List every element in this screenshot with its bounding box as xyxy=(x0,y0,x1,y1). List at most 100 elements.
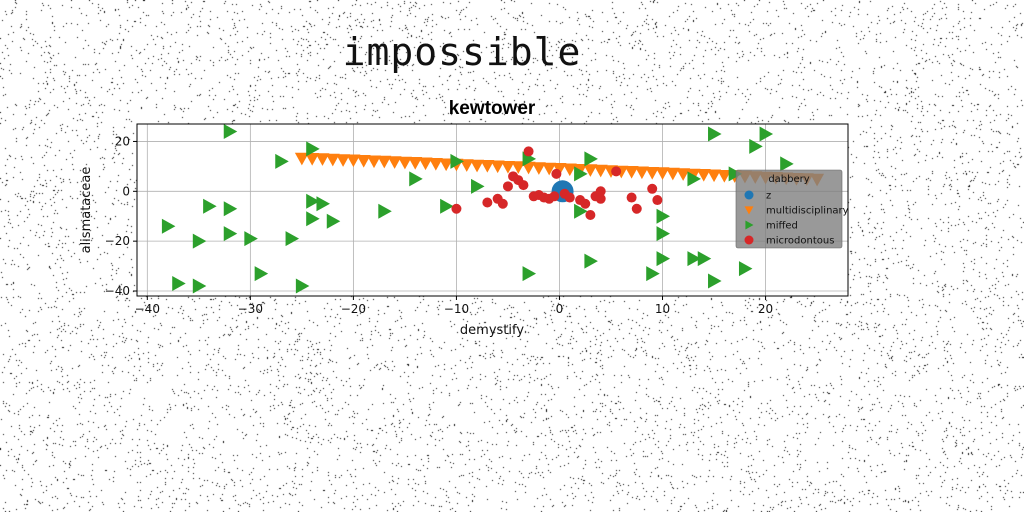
point-microdontous xyxy=(549,191,560,202)
point-multidisciplinary xyxy=(634,166,649,180)
point-multidisciplinary xyxy=(377,155,392,169)
point-multidisciplinary xyxy=(346,154,361,168)
point-miffed xyxy=(409,171,423,187)
point-miffed xyxy=(697,251,712,267)
point-multidisciplinary xyxy=(542,162,557,176)
y-tick-label: 0 xyxy=(122,184,130,198)
point-miffed xyxy=(584,253,598,269)
point-multidisciplinary xyxy=(480,160,495,173)
point-multidisciplinary xyxy=(583,164,598,177)
point-miffed xyxy=(522,266,537,282)
legend-label: z xyxy=(766,191,771,202)
point-miffed xyxy=(738,261,753,277)
point-multidisciplinary xyxy=(470,159,485,173)
point-microdontous xyxy=(595,193,606,204)
point-miffed xyxy=(708,273,722,289)
x-tick-label: −30 xyxy=(238,302,263,316)
y-tick-label: −40 xyxy=(105,284,130,298)
point-miffed xyxy=(574,166,588,182)
point-microdontous xyxy=(523,146,534,157)
chart-title: kewtower xyxy=(449,98,536,119)
point-microdontous xyxy=(497,198,508,209)
point-miffed xyxy=(223,201,238,217)
point-microdontous xyxy=(451,203,462,214)
point-multidisciplinary xyxy=(439,158,454,172)
point-multidisciplinary xyxy=(305,153,320,166)
legend-title: dabbery xyxy=(768,174,809,185)
point-multidisciplinary xyxy=(387,156,402,169)
point-miffed xyxy=(203,198,217,214)
point-miffed xyxy=(749,138,763,154)
point-miffed xyxy=(161,218,176,234)
point-multidisciplinary xyxy=(552,163,567,176)
legend-marker-miffed xyxy=(745,220,754,230)
point-miffed xyxy=(172,276,186,292)
x-tick-label: 20 xyxy=(758,302,773,316)
point-multidisciplinary xyxy=(500,161,515,174)
point-multidisciplinary xyxy=(418,157,433,171)
point-multidisciplinary xyxy=(717,170,732,183)
point-multidisciplinary xyxy=(336,154,351,167)
y-tick-label: −20 xyxy=(105,234,130,248)
point-miffed xyxy=(450,153,464,169)
point-miffed xyxy=(728,166,743,182)
point-multidisciplinary xyxy=(645,167,660,180)
point-microdontous xyxy=(631,203,642,214)
point-multidisciplinary xyxy=(294,152,309,166)
point-miffed xyxy=(192,278,207,294)
point-miffed xyxy=(244,231,258,247)
legend-label: multidisciplinary xyxy=(766,206,849,217)
point-miffed xyxy=(687,171,701,187)
point-miffed xyxy=(316,196,330,212)
point-microdontous xyxy=(518,180,529,191)
x-tick-label: −20 xyxy=(341,302,366,316)
point-microdontous xyxy=(611,166,622,177)
point-miffed xyxy=(306,211,320,227)
point-multidisciplinary xyxy=(593,164,608,178)
point-miffed xyxy=(759,126,774,142)
point-miffed xyxy=(708,126,722,142)
point-miffed xyxy=(275,153,289,169)
point-microdontous xyxy=(595,186,606,197)
point-multidisciplinary xyxy=(408,157,423,170)
x-tick-label: 10 xyxy=(655,302,670,316)
point-miffed xyxy=(326,213,341,229)
point-multidisciplinary xyxy=(315,153,330,166)
plot-marks xyxy=(161,124,825,294)
point-miffed xyxy=(223,226,238,242)
point-microdontous xyxy=(647,183,658,194)
x-axis-label: demystify xyxy=(460,323,524,338)
x-tick-label: −10 xyxy=(444,302,469,316)
point-multidisciplinary xyxy=(624,166,639,179)
point-microdontous xyxy=(585,209,596,220)
point-miffed xyxy=(254,266,269,282)
point-multidisciplinary xyxy=(665,167,680,181)
x-tick-label: −40 xyxy=(135,302,160,316)
point-multidisciplinary xyxy=(655,167,670,180)
legend-marker-multidisciplinary xyxy=(744,206,754,215)
point-multidisciplinary xyxy=(531,162,546,175)
point-miffed xyxy=(646,266,660,282)
point-miffed xyxy=(306,141,320,157)
point-multidisciplinary xyxy=(428,158,443,171)
point-multidisciplinary xyxy=(676,168,691,181)
y-axis-label: alismataceae xyxy=(79,167,94,254)
legend-marker-microdontous xyxy=(744,235,754,245)
point-miffed xyxy=(687,251,701,267)
axis-ticks: −40 −30 −20 −10 0 10 20 −40 −20 0 20 xyxy=(105,134,774,316)
point-multidisciplinary xyxy=(356,155,371,168)
point-miffed xyxy=(574,203,588,219)
point-multidisciplinary xyxy=(511,161,526,174)
legend-box xyxy=(735,169,843,249)
point-multidisciplinary xyxy=(490,160,505,174)
legend: dabbery z multidisciplinary miffed microdont… xyxy=(735,169,849,249)
point-miffed xyxy=(656,251,671,267)
point-microdontous xyxy=(626,192,637,203)
point-multidisciplinary xyxy=(562,163,577,177)
point-miffed xyxy=(656,226,671,242)
point-miffed xyxy=(656,208,671,224)
point-multidisciplinary xyxy=(707,169,722,183)
point-multidisciplinary xyxy=(459,159,474,172)
point-miffed xyxy=(192,233,207,249)
